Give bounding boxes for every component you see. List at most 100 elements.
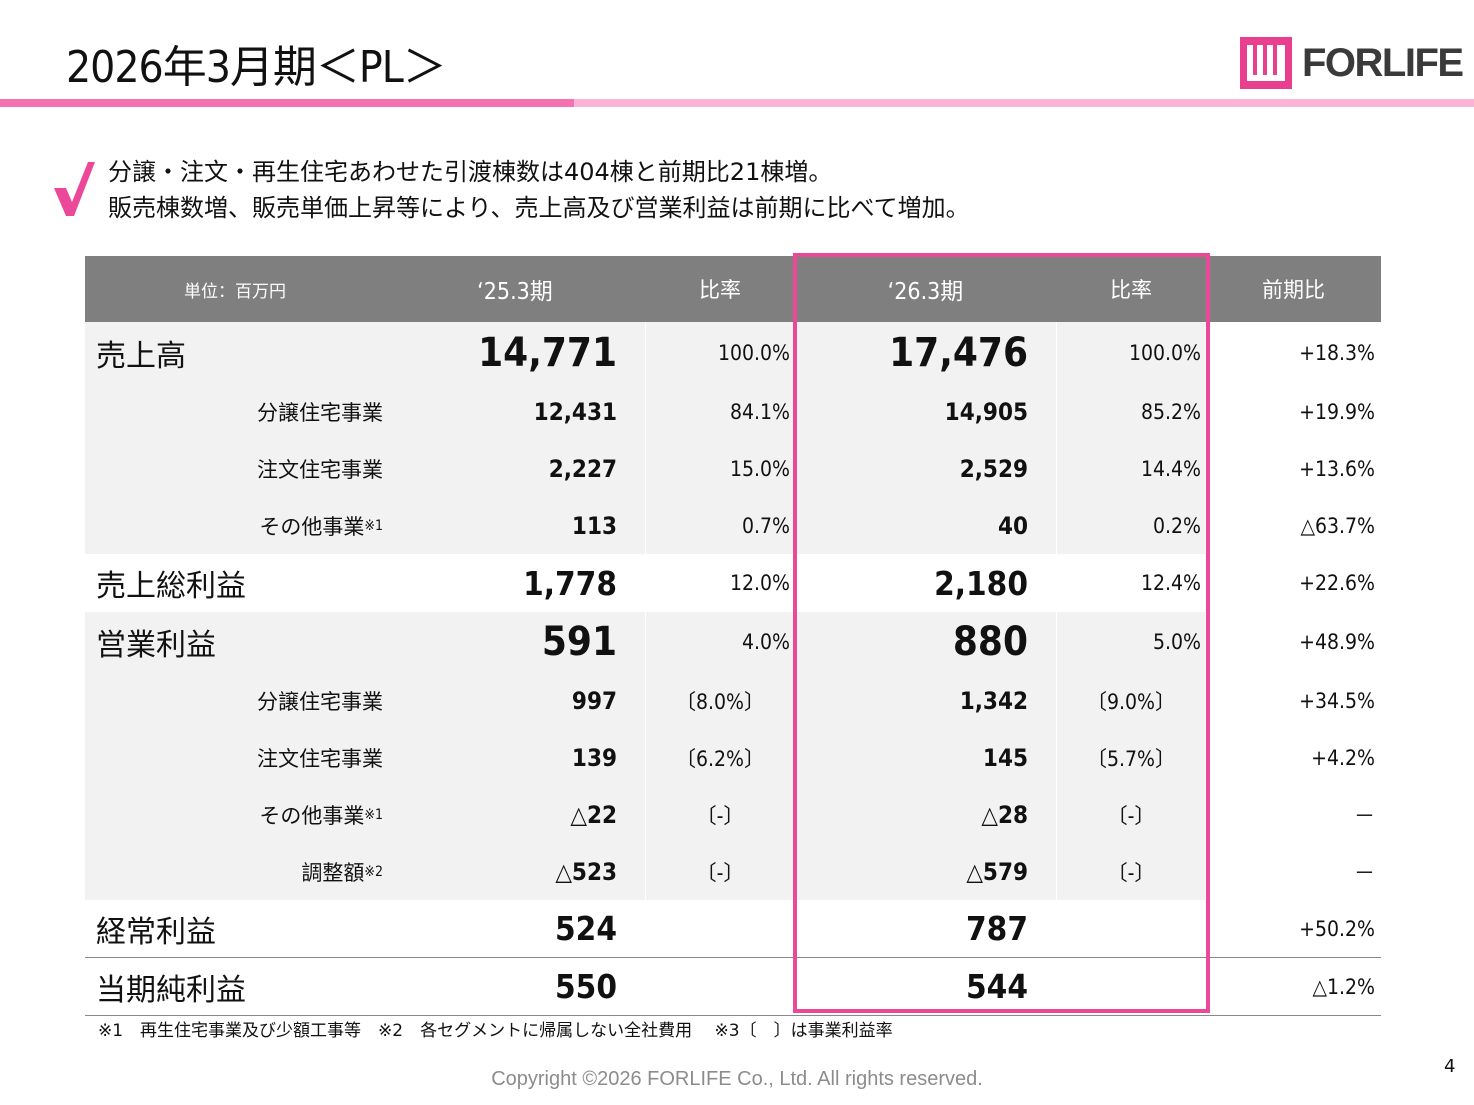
summary-text: 分譲・注文・再生住宅あわせた引渡棟数は404棟と前期比21棟増。 販売棟数増、販… [108,154,970,226]
fy25-value: 591 [385,612,645,672]
row-label: 調整額 ※2 [85,843,385,900]
footnote: ※1 再生住宅事業及び少額工事等 ※2 各セグメントに帰属しない全社費用 ※3〔… [98,1021,893,1041]
yoy-value: +34.5% [1299,688,1375,713]
fy25-value: 14,771 [385,322,645,383]
fy26-value: 787 [795,900,1056,957]
fy25-value: 550 [385,958,645,1015]
pl-table: 単位：百万円 ‘25.3期 比率 ‘26.3期 比率 前期比 売上高 14,77… [85,256,1381,1016]
summary-line-2: 販売棟数増、販売単価上昇等により、売上高及び営業利益は前期に比べて増加。 [108,194,970,222]
fy26-value: △28 [795,786,1056,843]
yoy-value: － [1354,860,1375,885]
header-fy26: ‘26.3期 [887,279,964,305]
yoy-value: +13.6% [1299,456,1375,481]
fy25-value: 113 [385,497,645,554]
row-label: 当期純利益 [85,958,385,1015]
fy26-value: 544 [795,958,1056,1015]
fy26-value: 1,342 [795,672,1056,729]
fy25-ratio: 84.1% [646,383,794,440]
fy26-value: 2,180 [795,554,1056,612]
footnote-marker: ※1 [364,806,383,823]
fy25-value: 997 [385,672,645,729]
yoy-value: +50.2% [1206,900,1381,957]
fy25-ratio: 0.7% [646,497,794,554]
fy26-value: 40 [795,497,1056,554]
table-header-row: 単位：百万円 ‘25.3期 比率 ‘26.3期 比率 前期比 [85,256,1381,322]
fy25-value: 139 [385,729,645,786]
fy26-ratio: 〔-〕 [1057,786,1205,843]
header-yoy: 前期比 [1262,278,1325,302]
fy26-value: 145 [795,729,1056,786]
yoy-value: +48.9% [1299,630,1375,654]
fy26-value: 17,476 [795,322,1056,383]
fy26-ratio [1057,900,1205,957]
page-title: 2026年3月期＜PL＞ [66,42,447,93]
table-row: 調整額 ※2 △523 〔-〕 △579 〔-〕 － [85,843,1381,900]
yoy-value: △63.7% [1300,513,1375,538]
table-row: 分譲住宅事業 12,431 84.1% 14,905 85.2% +19.9% [85,383,1381,440]
fy25-ratio: 〔8.0%〕 [646,672,794,729]
fy26-value: 880 [795,612,1056,672]
fy26-ratio: 〔-〕 [1057,843,1205,900]
fy25-value: 1,778 [385,554,645,612]
fy25-value: △523 [385,843,645,900]
fy26-ratio: 85.2% [1057,383,1205,440]
yoy-value: +18.3% [1299,340,1375,365]
fy25-ratio [646,900,794,957]
fy25-ratio: 〔-〕 [646,843,794,900]
fy26-value: 14,905 [795,383,1056,440]
fy25-ratio: 〔-〕 [646,786,794,843]
row-label: 注文住宅事業 [85,729,385,786]
table-row: 売上総利益 1,778 12.0% 2,180 12.4% +22.6% [85,554,1381,612]
fy26-value: 2,529 [795,440,1056,497]
yoy-value: +4.2% [1311,745,1375,770]
fy25-ratio: 15.0% [646,440,794,497]
row-label: その他事業 ※1 [85,497,385,554]
header-unit: 単位：百万円 [184,281,286,302]
fy26-ratio: 100.0% [1057,322,1205,383]
yoy-value: +19.9% [1299,399,1375,424]
title-underline-dark [0,99,574,107]
fy25-value: △22 [385,786,645,843]
logo-mark-icon [1240,37,1292,89]
row-label: 注文住宅事業 [85,440,385,497]
footnote-marker: ※2 [364,863,383,880]
header-ratio25: 比率 [699,278,741,302]
row-label: 売上高 [85,322,385,383]
title-underline-light [574,99,1474,107]
table-row: 売上高 14,771 100.0% 17,476 100.0% +18.3% [85,322,1381,383]
fy25-value: 524 [385,900,645,957]
table-row: 経常利益 524 787 +50.2% [85,900,1381,958]
header-ratio26: 比率 [1110,278,1152,302]
fy25-ratio: 12.0% [646,554,794,612]
fy25-ratio: 〔6.2%〕 [646,729,794,786]
yoy-value: +22.6% [1206,554,1381,612]
table-row: 当期純利益 550 544 △1.2% [85,958,1381,1016]
fy26-ratio: 14.4% [1057,440,1205,497]
table-row: 分譲住宅事業 997 〔8.0%〕 1,342 〔9.0%〕 +34.5% [85,672,1381,729]
fy25-ratio [646,958,794,1015]
row-label: 経常利益 [85,900,385,957]
yoy-value: △1.2% [1206,958,1381,1015]
fy26-ratio: 〔9.0%〕 [1057,672,1205,729]
checkmark-icon [54,162,95,216]
table-row: その他事業 ※1 113 0.7% 40 0.2% △63.7% [85,497,1381,554]
fy25-ratio: 4.0% [646,612,794,672]
row-label: 分譲住宅事業 [85,672,385,729]
fy26-ratio: 0.2% [1057,497,1205,554]
row-label: 営業利益 [85,612,385,672]
row-label: 分譲住宅事業 [85,383,385,440]
footnote-marker: ※1 [364,517,383,534]
fy26-ratio [1057,958,1205,1015]
fy26-value: △579 [795,843,1056,900]
row-label: 売上総利益 [85,554,385,612]
table-row: 注文住宅事業 139 〔6.2%〕 145 〔5.7%〕 +4.2% [85,729,1381,786]
yoy-value: － [1354,803,1375,828]
fy26-ratio: 〔5.7%〕 [1057,729,1205,786]
fy25-ratio: 100.0% [646,322,794,383]
table-row: 注文住宅事業 2,227 15.0% 2,529 14.4% +13.6% [85,440,1381,497]
table-row: その他事業 ※1 △22 〔-〕 △28 〔-〕 － [85,786,1381,843]
header-fy25: ‘25.3期 [477,279,553,305]
fy25-value: 12,431 [385,383,645,440]
copyright: Copyright ©2026 FORLIFE Co., Ltd. All ri… [491,1068,983,1090]
summary-line-1: 分譲・注文・再生住宅あわせた引渡棟数は404棟と前期比21棟増。 [108,158,833,186]
